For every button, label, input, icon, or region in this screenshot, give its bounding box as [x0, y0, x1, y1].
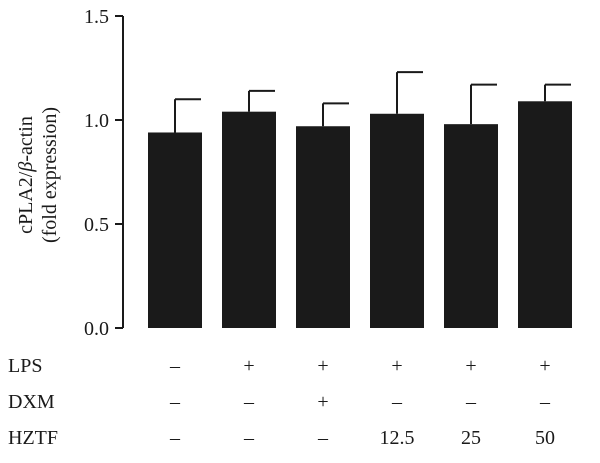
condition-value: –: [465, 391, 477, 413]
error-bar: [248, 89, 275, 112]
condition-value: –: [317, 427, 329, 449]
condition-value: –: [243, 427, 255, 449]
condition-label-hztf: HZTF: [8, 427, 58, 449]
condition-value: –: [169, 391, 181, 413]
condition-value: –: [243, 391, 255, 413]
condition-value: +: [465, 355, 476, 377]
condition-value: 12.5: [380, 427, 415, 449]
error-bars: [174, 71, 571, 133]
y-ticks: 0.0 0.5 1.0 1.5: [84, 6, 123, 340]
error-bar: [322, 102, 349, 127]
condition-value: +: [391, 355, 402, 377]
condition-value: +: [243, 355, 254, 377]
condition-label-lps: LPS: [8, 355, 42, 377]
condition-value: 50: [535, 427, 555, 449]
y-axis-label-greek: β: [15, 162, 37, 173]
condition-label-dxm: DXM: [8, 391, 55, 413]
condition-value: +: [539, 355, 550, 377]
error-bar: [174, 98, 201, 133]
condition-value: +: [317, 391, 328, 413]
condition-value: +: [317, 355, 328, 377]
y-axis-label-suffix: -actin: [15, 116, 37, 162]
y-axis-label: cPLA2/β-actin: [15, 116, 37, 234]
condition-value: –: [169, 355, 181, 377]
bar: [296, 126, 350, 329]
y-tick-label: 1.5: [84, 6, 109, 28]
y-tick-label: 0.0: [84, 318, 109, 340]
y-axis-label-line2: (fold expression): [39, 107, 61, 243]
y-tick-label: 0.5: [84, 214, 109, 236]
bar: [148, 132, 202, 328]
condition-value: –: [169, 427, 181, 449]
y-axis-label-prefix: cPLA2/: [15, 171, 37, 234]
condition-table: LPS – + + + + + DXM – – + – – – HZTF – – – 12.5 25 50: [8, 355, 555, 449]
condition-value: 25: [461, 427, 481, 449]
error-bar: [396, 71, 423, 114]
bars: [148, 101, 572, 329]
axis-layer: cPLA2/β-actin (fold expression): [15, 16, 124, 328]
error-bar: [470, 83, 497, 125]
condition-value: –: [391, 391, 403, 413]
condition-value: –: [539, 391, 551, 413]
bar: [518, 101, 572, 328]
bar: [222, 111, 276, 329]
bar: [370, 113, 424, 328]
error-bar: [544, 83, 571, 102]
bar: [444, 124, 498, 328]
y-tick-label: 1.0: [84, 110, 109, 132]
